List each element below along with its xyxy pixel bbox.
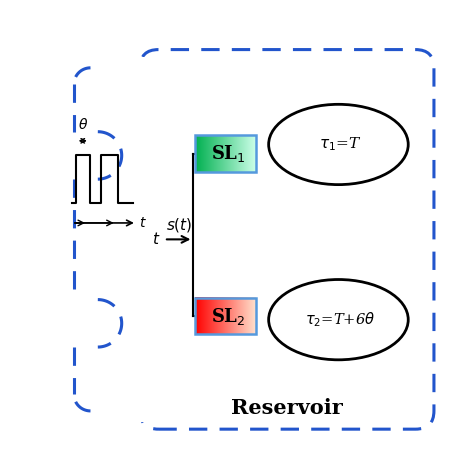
Text: SL$_2$: SL$_2$ <box>211 306 246 327</box>
Text: $t$: $t$ <box>138 216 146 230</box>
Text: $s(t)$: $s(t)$ <box>166 216 192 234</box>
Bar <box>52 57 166 422</box>
Text: $t$: $t$ <box>152 231 160 247</box>
Text: $\theta$: $\theta$ <box>78 117 88 132</box>
Text: $\tau_2$=T+6$\theta$: $\tau_2$=T+6$\theta$ <box>305 310 375 329</box>
Text: Reservoir: Reservoir <box>231 398 343 418</box>
Bar <box>195 136 256 172</box>
Text: $\tau_1$=T: $\tau_1$=T <box>319 136 362 153</box>
Text: SL$_1$: SL$_1$ <box>211 143 246 164</box>
Bar <box>195 298 256 334</box>
